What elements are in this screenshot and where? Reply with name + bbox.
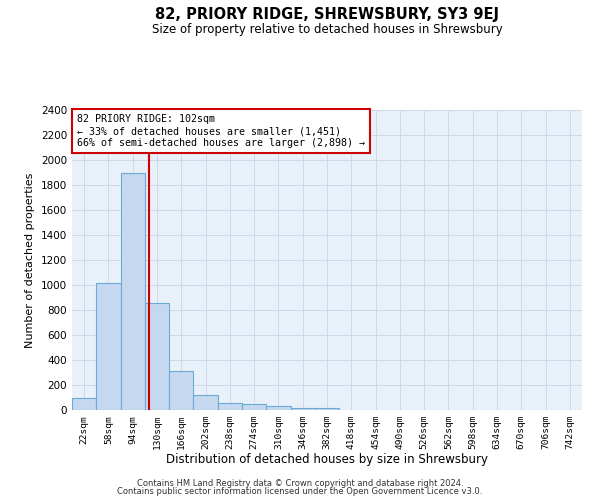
Bar [96,282,121,410]
Text: 82, PRIORY RIDGE, SHREWSBURY, SY3 9EJ: 82, PRIORY RIDGE, SHREWSBURY, SY3 9EJ [155,8,499,22]
Text: Distribution of detached houses by size in Shrewsbury: Distribution of detached houses by size … [166,452,488,466]
Bar [169,370,193,410]
Text: Size of property relative to detached houses in Shrewsbury: Size of property relative to detached ho… [152,22,502,36]
Bar [315,408,339,410]
Text: 82 PRIORY RIDGE: 102sqm
← 33% of detached houses are smaller (1,451)
66% of semi: 82 PRIORY RIDGE: 102sqm ← 33% of detache… [77,114,365,148]
Bar [218,402,242,410]
Bar [145,303,169,410]
Bar [72,398,96,410]
Y-axis label: Number of detached properties: Number of detached properties [25,172,35,348]
Text: Contains HM Land Registry data © Crown copyright and database right 2024.: Contains HM Land Registry data © Crown c… [137,478,463,488]
Bar [290,408,315,410]
Bar [121,172,145,410]
Bar [193,395,218,410]
Text: Contains public sector information licensed under the Open Government Licence v3: Contains public sector information licen… [118,487,482,496]
Bar [242,404,266,410]
Bar [266,406,290,410]
